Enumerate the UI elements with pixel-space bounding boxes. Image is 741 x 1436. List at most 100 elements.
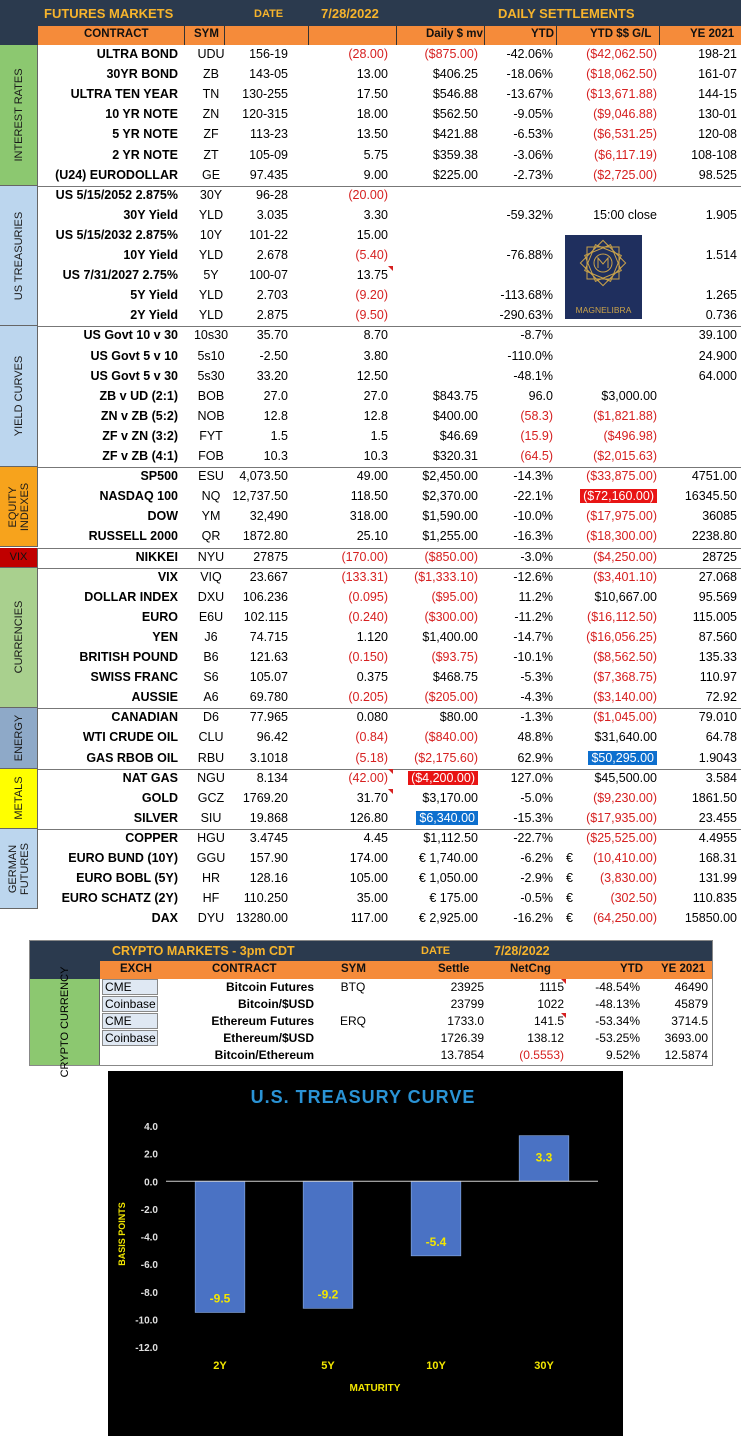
ye-2021: 15850.00 bbox=[684, 911, 737, 926]
ytd-gain-loss: ($13,671.88) bbox=[586, 87, 657, 102]
daily-mv: ($2,175.60) bbox=[414, 750, 478, 765]
symbol: 10s30 bbox=[193, 328, 229, 343]
net-change: 13.75 bbox=[356, 268, 388, 283]
ytd-pct: -1.3% bbox=[520, 710, 553, 725]
ytd-pct: -110.0% bbox=[507, 348, 553, 363]
settle-price: 97.435 bbox=[249, 167, 288, 182]
ye-2021: 131.99 bbox=[698, 871, 737, 886]
futures-row: DOLLAR INDEX DXU 106.236 (0.095) ($95.00) 11.… bbox=[38, 588, 741, 608]
comment-flag-icon bbox=[561, 1013, 566, 1018]
net-change: 13.00 bbox=[356, 67, 388, 82]
chart-x-axis-label: MATURITY bbox=[350, 1383, 401, 1394]
contract-name: (U24) EURODOLLAR bbox=[55, 167, 178, 182]
symbol: YM bbox=[201, 509, 221, 524]
ytd-gain-loss: ($25,525.00) bbox=[586, 830, 657, 845]
symbol: DYU bbox=[197, 911, 225, 926]
contract-name: WTI CRUDE OIL bbox=[82, 730, 178, 745]
crypto-row: Coinbase Bitcoin/$USD 23799 1022 -48.13% 4587… bbox=[100, 996, 712, 1013]
settle-price: 33.20 bbox=[256, 368, 288, 383]
daily-mv: $3,170.00 bbox=[422, 790, 478, 805]
group-energy: ENERGY bbox=[0, 708, 38, 769]
futures-row: GAS RBOB OIL RBU 3.1018 (5.18) ($2,175.60) 62… bbox=[38, 749, 741, 769]
bar-5y bbox=[302, 1180, 354, 1309]
ytd-gain-loss: ($16,056.25) bbox=[586, 629, 657, 644]
group-divider bbox=[38, 326, 741, 328]
group-label: VIX bbox=[9, 551, 28, 564]
net-change: 17.50 bbox=[356, 87, 388, 102]
ye-2021: 39.100 bbox=[698, 328, 737, 343]
ye-2021: 64.78 bbox=[705, 730, 737, 745]
ye-2021: 135.33 bbox=[698, 650, 737, 664]
symbol: HGU bbox=[197, 830, 225, 845]
futures-row: 10Y Yield YLD 2.678 (5.40) -76.88% 1.514 bbox=[38, 246, 741, 266]
col-ytd-gl: YTD $$ G/L bbox=[590, 28, 652, 40]
net-change: (0.095) bbox=[348, 589, 388, 604]
settle-price: 106.236 bbox=[242, 589, 288, 604]
futures-row: ZF v ZB (4:1) FOB 10.3 10.3 $320.31 (64.5) ($2… bbox=[38, 447, 741, 467]
ye-2021: 98.525 bbox=[698, 167, 737, 182]
net-change: 49.00 bbox=[356, 469, 388, 484]
symbol: D6 bbox=[203, 710, 219, 725]
y-tick-label: -8.0 bbox=[141, 1288, 159, 1299]
ytd-pct: -290.63% bbox=[499, 308, 553, 323]
symbol: YLD bbox=[198, 207, 224, 222]
net-change: (5.18) bbox=[355, 750, 388, 765]
ytd-gain-loss: ($6,117.19) bbox=[593, 147, 657, 162]
settle-price: 120-315 bbox=[242, 107, 288, 122]
crypto-contract: Bitcoin/Ethereum bbox=[214, 1048, 314, 1062]
futures-row: SILVER SIU 19.868 126.80 $6,340.00 -15.3% ($17… bbox=[38, 809, 741, 829]
contract-name: 10Y Yield bbox=[123, 248, 178, 262]
bar-data-label: -9.5 bbox=[210, 1291, 231, 1305]
ye-2021: 1.905 bbox=[705, 207, 737, 222]
futures-table: FUTURES MARKETS DATE 7/28/2022 DAILY SET… bbox=[0, 0, 741, 926]
net-change: (20.00) bbox=[348, 187, 388, 202]
futures-row: BRITISH POUND B6 121.63 (0.150) ($93.75) -10.… bbox=[38, 648, 741, 668]
euro-sign: € bbox=[566, 851, 573, 865]
settle-price: 157.90 bbox=[249, 851, 288, 865]
euro-sign: € bbox=[566, 911, 573, 926]
net-change: 105.00 bbox=[349, 871, 388, 886]
crypto-row: CME Bitcoin Futures BTQ 23925 1115 -48.54% 464… bbox=[100, 979, 712, 996]
group-label: INTEREST RATES bbox=[12, 68, 25, 162]
futures-row: DOW YM 32,490 318.00 $1,590.00 -10.0% ($17,975… bbox=[38, 507, 741, 527]
net-change: 1.120 bbox=[356, 629, 388, 644]
symbol: UDU bbox=[197, 47, 225, 61]
ytd-gain-loss: ($16,112.50) bbox=[587, 609, 657, 624]
symbol: 5s10 bbox=[197, 348, 225, 363]
ytd-gain-loss: ($6,531.25) bbox=[593, 127, 657, 142]
ytd-gain-loss: ($18,062.50) bbox=[586, 67, 657, 82]
group-divider bbox=[38, 467, 741, 469]
crypto-title-bar: CRYPTO MARKETS - 3pm CDT DATE 7/28/2022 bbox=[30, 941, 712, 961]
ye-2021: 27.068 bbox=[698, 569, 737, 584]
futures-row: US Govt 10 v 30 10s30 35.70 8.70 -8.7% 39.100 bbox=[38, 326, 741, 346]
daily-mv: ($95.00) bbox=[431, 589, 478, 604]
contract-name: NASDAQ 100 bbox=[99, 489, 179, 504]
ytd-pct: 11.2% bbox=[518, 589, 553, 604]
ytd-gain-loss: ($18,300.00) bbox=[586, 529, 657, 544]
net-change: (9.50) bbox=[355, 308, 388, 323]
settle-price: 35.70 bbox=[256, 328, 288, 343]
futures-row: US 5/15/2032 2.875% 10Y 101-22 15.00 bbox=[38, 226, 741, 246]
ytd-pct: -10.0% bbox=[513, 509, 553, 524]
contract-name: RUSSELL 2000 bbox=[88, 529, 178, 544]
ye-2021: 108-108 bbox=[691, 147, 737, 162]
ytd-gain-loss: ($72,160.00) bbox=[580, 489, 657, 504]
symbol: TN bbox=[202, 87, 220, 102]
symbol: B6 bbox=[203, 650, 219, 664]
net-change: (28.00) bbox=[348, 47, 388, 61]
euro-sign: € bbox=[566, 891, 573, 906]
ytd-pct: -6.2% bbox=[520, 851, 553, 865]
contract-name: ZF v ZN (3:2) bbox=[102, 428, 178, 443]
symbol: YLD bbox=[198, 248, 224, 262]
contract-name: 30YR BOND bbox=[106, 67, 178, 82]
futures-row: YEN J6 74.715 1.120 $1,400.00 -14.7% ($16,056.… bbox=[38, 628, 741, 648]
futures-row: EURO BUND (10Y) GGU 157.90 174.00 € 1,740.00… bbox=[38, 849, 741, 869]
settle-price: 3.1018 bbox=[249, 750, 288, 765]
symbol: HR bbox=[201, 871, 221, 886]
group-label: ENERGY bbox=[12, 714, 25, 762]
ytd-pct: 127.0% bbox=[510, 770, 553, 785]
bar-data-label: 3.3 bbox=[536, 1151, 553, 1165]
settle-price: 3.4745 bbox=[249, 830, 288, 845]
daily-mv: ($93.75) bbox=[431, 650, 478, 664]
ytd-pct: -11.2% bbox=[514, 609, 553, 624]
